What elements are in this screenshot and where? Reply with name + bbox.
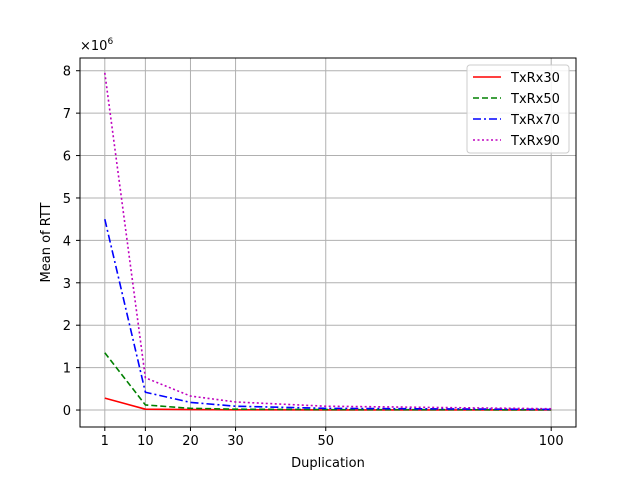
legend: TxRx30 TxRx50 TxRx70 TxRx90 <box>466 64 570 154</box>
y-tick-label: 5 <box>63 192 71 207</box>
legend-label: TxRx90 <box>510 134 560 149</box>
y-tick-label: 7 <box>63 107 71 122</box>
legend-label: TxRx50 <box>510 92 560 107</box>
series-lines <box>104 72 552 411</box>
y-axis-ticks: 0 1 2 3 4 5 6 7 8 <box>63 65 80 419</box>
legend-label: TxRx30 <box>510 71 560 86</box>
series-line-txrx70 <box>104 218 552 411</box>
y-multiplier-base: ×10 <box>80 39 107 54</box>
y-multiplier-exponent: 6 <box>107 37 113 47</box>
y-tick-label: 0 <box>63 404 71 419</box>
x-axis-label: Duplication <box>291 456 365 471</box>
y-tick-label: 8 <box>63 65 71 80</box>
y-tick-label: 1 <box>63 362 71 377</box>
y-tick-label: 2 <box>63 319 71 334</box>
x-tick-label: 50 <box>317 434 334 449</box>
x-axis-ticks: 1 10 20 30 50 100 <box>101 427 564 449</box>
plot-frame <box>79 57 577 428</box>
y-axis-label: Mean of RTT <box>39 202 54 282</box>
y-tick-label: 3 <box>63 277 71 292</box>
grid-lines <box>80 58 576 427</box>
x-tick-label: 100 <box>539 434 564 449</box>
x-tick-label: 1 <box>101 434 109 449</box>
y-axis-multiplier: ×106 <box>80 37 113 54</box>
series-line-txrx50 <box>104 352 552 411</box>
legend-box <box>466 64 570 154</box>
legend-label: TxRx70 <box>510 113 560 128</box>
y-tick-label: 4 <box>63 234 71 249</box>
series-line-txrx90 <box>104 72 552 410</box>
x-tick-label: 20 <box>182 434 199 449</box>
y-tick-label: 6 <box>63 150 71 165</box>
x-tick-label: 10 <box>137 434 154 449</box>
x-tick-label: 30 <box>227 434 244 449</box>
